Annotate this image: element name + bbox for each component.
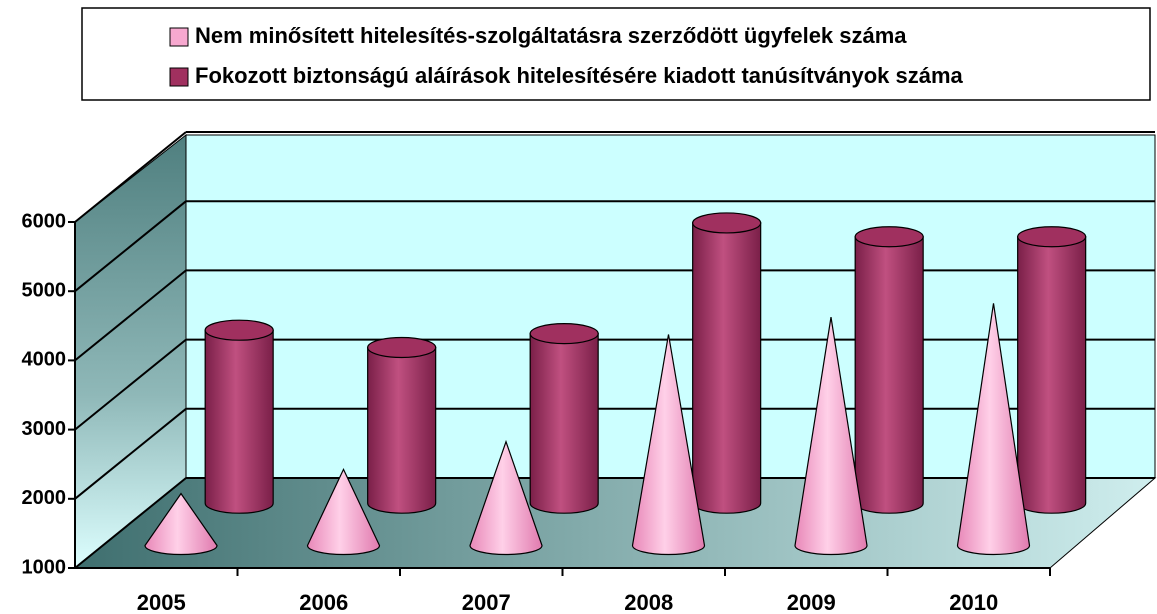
y-tick-label: 1000 [22,556,67,578]
cylinder [204,319,274,514]
cylinder-top [367,336,437,359]
cylinder [854,226,924,514]
x-tick-label: 2005 [137,590,186,614]
x-tick-label: 2006 [299,590,348,614]
x-tick-label: 2009 [787,590,836,614]
y-tick-label: 3000 [22,418,67,440]
x-tick-label: 2007 [462,590,511,614]
grid-line [74,408,187,500]
legend-swatch [169,27,189,47]
legend-label: Nem minősített hitelesítés-szolgáltatásr… [195,23,907,48]
grid-line [74,338,187,431]
cone [469,439,543,556]
legend-label: Fokozott biztonságú aláírások hitelesíté… [195,63,964,88]
cylinder-top [692,212,762,234]
grid-line [74,477,187,569]
x-tick-label: 2010 [949,590,998,614]
cylinder-body [1017,236,1087,514]
grid-line [74,200,187,292]
cylinder-body [204,329,274,514]
cylinder-body [854,236,924,514]
cylinder [529,323,599,514]
cylinder-body [529,333,599,514]
cone [956,303,1031,556]
cylinder-top [204,319,274,341]
cone [631,334,706,556]
cone [144,492,218,556]
cylinder [692,212,762,514]
cylinder [367,336,437,514]
legend-box [81,7,1151,101]
grid-line [74,269,187,362]
y-tick-label: 4000 [22,349,67,371]
cylinder-top [854,226,924,248]
cylinder-top [529,323,599,345]
cylinder-body [367,346,437,514]
legend-swatch [169,67,189,87]
cone [794,317,868,556]
y-tick-label: 5000 [22,279,67,301]
grid-line [74,131,187,223]
cylinder [1017,226,1087,514]
cylinder-body [692,222,762,514]
y-tick-label: 2000 [22,487,67,509]
x-tick-label: 2008 [624,590,673,614]
y-tick-label: 6000 [22,210,67,232]
cone [306,467,381,556]
cylinder-top [1017,226,1087,248]
